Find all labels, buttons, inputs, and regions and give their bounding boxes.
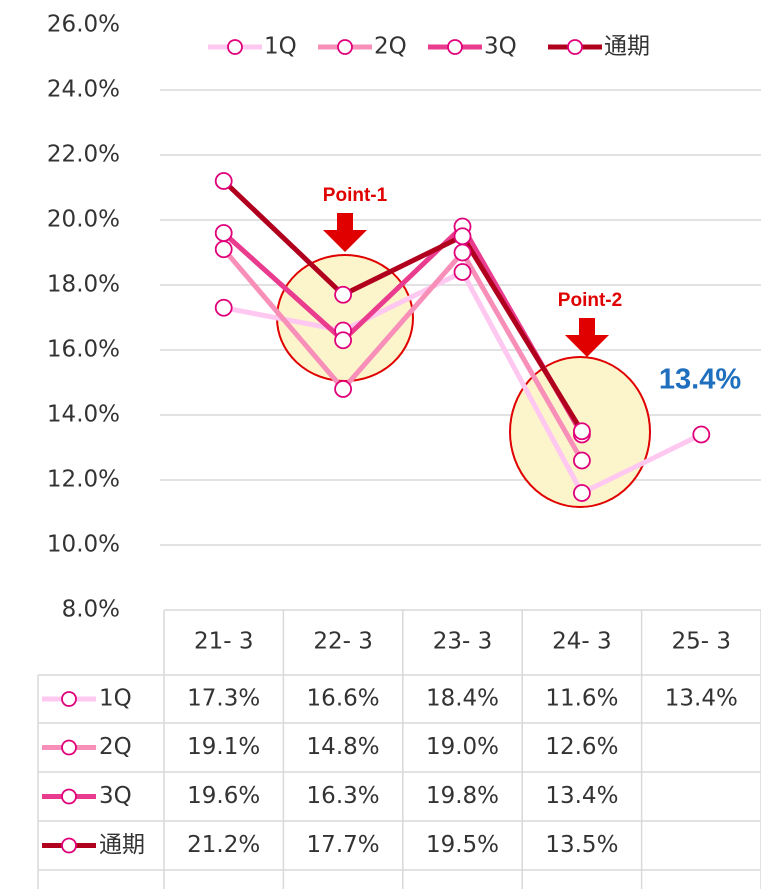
y-tick-label: 10.0%	[47, 532, 120, 558]
legend-marker	[61, 837, 77, 854]
y-tick-label: 22.0%	[47, 142, 120, 168]
legend-label: 2Q	[99, 734, 132, 760]
legend-marker	[567, 39, 583, 55]
table-cell: 19.0%	[426, 734, 499, 760]
x-tick-label: 21- 3	[194, 629, 254, 655]
legend-marker	[61, 788, 77, 805]
y-tick-label: 12.0%	[47, 467, 120, 493]
y-tick-label: 18.0%	[47, 272, 120, 298]
legend-label: 通期	[604, 34, 650, 60]
series-line	[221, 179, 585, 433]
legend-label: 3Q	[99, 783, 132, 809]
data-point	[453, 227, 472, 246]
y-tick-label: 8.0%	[62, 597, 120, 623]
legend-label: 1Q	[99, 686, 132, 712]
legend-marker	[61, 739, 77, 756]
table-cell: 11.6%	[545, 686, 618, 712]
annotation: Point-2	[558, 290, 622, 311]
table-cell: 13.4%	[545, 783, 618, 809]
annotation: 13.4%	[659, 364, 741, 396]
y-tick-label: 24.0%	[47, 77, 120, 103]
data-point	[573, 422, 591, 441]
data-point	[453, 263, 472, 281]
y-tick-label: 20.0%	[47, 207, 120, 233]
legend-marker	[61, 691, 77, 707]
x-tick-label: 23- 3	[433, 629, 493, 655]
series-line	[221, 247, 585, 462]
data-point	[334, 331, 353, 350]
table-cell: 14.8%	[307, 734, 380, 760]
data-point	[214, 224, 233, 242]
table-cell: 19.5%	[426, 832, 499, 858]
table-cell: 16.3%	[307, 783, 380, 809]
annotation: Point-1	[323, 185, 388, 206]
legend-label: 2Q	[374, 34, 407, 60]
y-tick-label: 26.0%	[47, 12, 120, 38]
table-cell: 17.3%	[187, 686, 260, 712]
data-point	[214, 240, 233, 259]
x-tick-label: 25- 3	[672, 629, 732, 655]
data-point	[214, 172, 233, 190]
x-tick-label: 24- 3	[552, 629, 612, 655]
table-cell: 13.5%	[545, 832, 618, 858]
table-cell: 17.7%	[307, 832, 380, 858]
legend-marker	[337, 39, 353, 55]
legend-label: 1Q	[264, 34, 297, 60]
legend-label: 通期	[99, 832, 145, 858]
data-point	[214, 298, 233, 317]
table-cell: 13.4%	[665, 686, 738, 712]
data-point	[334, 285, 353, 304]
legend-marker	[447, 39, 463, 55]
table-cell: 21.2%	[187, 832, 260, 858]
table-cell: 19.6%	[187, 783, 260, 809]
y-tick-label: 14.0%	[47, 402, 120, 428]
legend-marker	[227, 39, 243, 55]
highlight-circle	[276, 254, 414, 382]
table-cell: 19.1%	[187, 734, 260, 760]
x-tick-label: 22- 3	[313, 629, 373, 655]
y-tick-label: 16.0%	[47, 337, 120, 363]
legend-label: 3Q	[484, 34, 517, 60]
data-point	[573, 451, 591, 470]
data-point	[692, 425, 711, 444]
data-point	[334, 380, 353, 398]
data-point	[453, 243, 472, 262]
table-cell: 18.4%	[426, 686, 499, 712]
arrow	[565, 318, 609, 357]
table-cell: 12.6%	[545, 734, 618, 760]
table-cell: 16.6%	[307, 686, 380, 712]
arrow	[323, 213, 367, 252]
table-cell: 19.8%	[426, 783, 499, 809]
data-point	[573, 484, 591, 502]
